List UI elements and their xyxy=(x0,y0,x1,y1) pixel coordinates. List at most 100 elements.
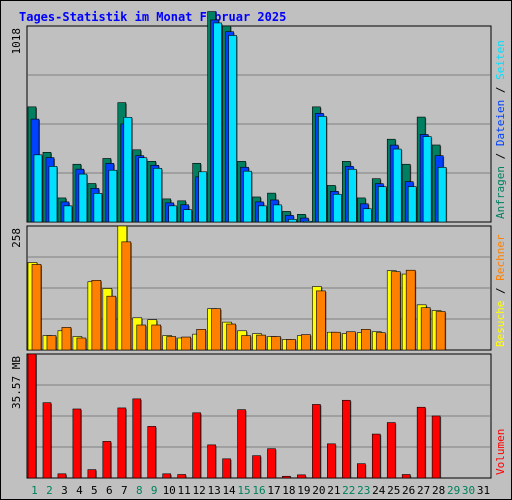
bar-rechner-day-9 xyxy=(151,324,162,351)
bar-volumen-day-1 xyxy=(27,353,37,479)
bar-rechner-day-11 xyxy=(181,336,191,351)
bar-volumen-day-20 xyxy=(312,404,321,479)
bar-seiten-day-13 xyxy=(213,22,222,223)
legend-item-anfragen: Anfragen xyxy=(494,166,507,219)
bar-rechner-day-17 xyxy=(271,336,281,351)
x-label-day-11: 11 xyxy=(178,484,191,497)
x-label-day-27: 27 xyxy=(417,484,430,497)
bar-rechner-day-5 xyxy=(91,280,102,351)
bar-volumen-day-11 xyxy=(177,474,186,479)
bar-seiten-day-10 xyxy=(168,205,178,223)
x-label-day-28: 28 xyxy=(432,484,445,497)
bar-seiten-day-22 xyxy=(348,168,357,223)
bar-seiten-day-28 xyxy=(437,167,447,223)
legend-item-besuche: Besuche xyxy=(494,301,507,347)
y-axis-max-labels: 1018 258 35.57 MB xyxy=(10,28,23,409)
bar-rechner-day-18 xyxy=(286,339,296,351)
x-label-day-19: 19 xyxy=(297,484,310,497)
x-label-day-16: 16 xyxy=(252,484,265,497)
x-label-day-9: 9 xyxy=(151,484,158,497)
right-legend: Anfragen / Dateien / Seiten Besuche / Rec… xyxy=(494,40,507,475)
x-label-day-14: 14 xyxy=(222,484,236,497)
bar-volumen-day-22 xyxy=(342,399,351,479)
bar-seiten-day-9 xyxy=(153,168,163,223)
bar-volumen-day-2 xyxy=(42,402,52,479)
bar-seiten-day-3 xyxy=(63,205,73,223)
bar-volumen-day-14 xyxy=(222,458,231,479)
bar-volumen-day-16 xyxy=(252,455,261,479)
x-label-day-8: 8 xyxy=(136,484,143,497)
legend-bottom: Volumen xyxy=(494,429,507,475)
bar-seiten-day-17 xyxy=(273,204,282,223)
bar-volumen-day-27 xyxy=(416,406,426,479)
bar-rechner-day-6 xyxy=(106,295,117,351)
bar-seiten-day-25 xyxy=(392,148,402,223)
x-label-day-3: 3 xyxy=(61,484,68,497)
bar-rechner-day-2 xyxy=(46,335,57,351)
bar-rechner-day-12 xyxy=(196,329,206,351)
bar-rechner-day-7 xyxy=(121,241,132,351)
x-label-day-10: 10 xyxy=(163,484,176,497)
bar-seiten-day-23 xyxy=(362,208,372,223)
bar-seiten-day-16 xyxy=(258,205,267,223)
bar-rechner-day-27 xyxy=(420,307,431,351)
legend-item-seiten: Seiten xyxy=(494,40,507,80)
bar-volumen-day-6 xyxy=(102,441,112,479)
y-max-label-bottom: 35.57 MB xyxy=(10,356,23,409)
bar-rechner-day-26 xyxy=(405,269,416,351)
bar-rechner-day-19 xyxy=(301,334,311,351)
x-label-day-12: 12 xyxy=(193,484,206,497)
chart-bars xyxy=(27,11,448,479)
x-label-day-29: 29 xyxy=(447,484,460,497)
bar-rechner-day-23 xyxy=(360,329,371,351)
bar-rechner-day-10 xyxy=(166,336,177,351)
legend-top: Anfragen / Dateien / Seiten xyxy=(494,40,507,219)
bar-rechner-day-4 xyxy=(76,337,87,351)
x-label-day-26: 26 xyxy=(402,484,415,497)
x-label-day-21: 21 xyxy=(327,484,340,497)
bar-volumen-day-24 xyxy=(371,433,381,479)
bar-rechner-day-3 xyxy=(61,327,72,351)
bar-rechner-day-24 xyxy=(375,332,386,351)
bar-volumen-day-8 xyxy=(132,398,142,479)
bar-seiten-day-2 xyxy=(48,166,58,223)
x-label-day-4: 4 xyxy=(76,484,83,497)
x-label-day-17: 17 xyxy=(267,484,280,497)
bar-volumen-day-25 xyxy=(386,422,396,479)
bar-volumen-day-10 xyxy=(162,473,172,479)
x-label-day-13: 13 xyxy=(207,484,220,497)
bar-volumen-day-26 xyxy=(401,474,411,479)
chart-title: Tages-Statistik im Monat Februar 2025 xyxy=(19,10,286,24)
bar-seiten-day-14 xyxy=(228,35,237,223)
bar-seiten-day-24 xyxy=(377,186,387,223)
bar-rechner-day-16 xyxy=(256,334,266,351)
x-label-day-2: 2 xyxy=(46,484,53,497)
bar-seiten-day-5 xyxy=(93,193,103,223)
bar-rechner-day-13 xyxy=(211,308,221,351)
bar-volumen-day-9 xyxy=(147,426,157,479)
x-label-day-22: 22 xyxy=(342,484,355,497)
bar-rechner-day-1 xyxy=(31,264,42,351)
bar-volumen-day-23 xyxy=(356,463,366,479)
bar-seiten-day-6 xyxy=(108,169,118,223)
x-label-day-15: 15 xyxy=(237,484,250,497)
bar-rechner-day-28 xyxy=(435,311,446,351)
legend-item-rechner: Rechner xyxy=(494,234,507,281)
bar-seiten-day-8 xyxy=(138,157,148,223)
bar-seiten-day-7 xyxy=(123,116,133,223)
x-label-day-30: 30 xyxy=(462,484,475,497)
x-label-day-5: 5 xyxy=(91,484,98,497)
x-label-day-1: 1 xyxy=(31,484,38,497)
x-label-day-31: 31 xyxy=(477,484,490,497)
bar-seiten-day-20 xyxy=(318,116,327,223)
bar-volumen-day-13 xyxy=(207,444,216,479)
bar-volumen-day-21 xyxy=(327,443,336,479)
bar-seiten-day-19 xyxy=(303,220,312,223)
bar-rechner-day-15 xyxy=(241,335,251,351)
bar-seiten-day-26 xyxy=(407,186,417,223)
y-max-label-top: 1018 xyxy=(10,28,23,55)
bar-volumen-day-18 xyxy=(282,475,291,479)
y-max-label-middle: 258 xyxy=(10,228,23,248)
bar-seiten-day-18 xyxy=(288,219,297,223)
